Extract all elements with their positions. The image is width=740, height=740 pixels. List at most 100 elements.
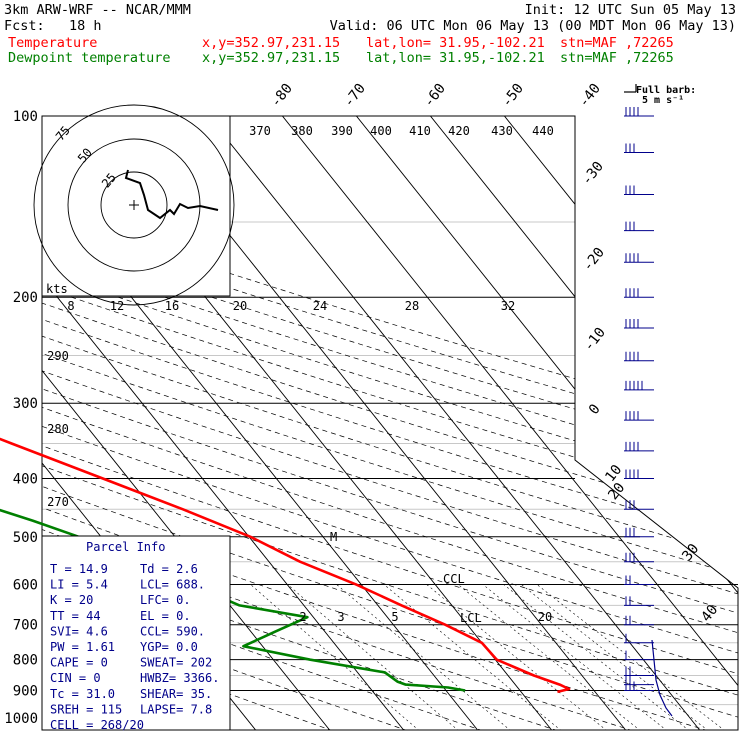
dry-adiabat bbox=[42, 116, 738, 730]
isotherm-label: -40 bbox=[576, 81, 604, 111]
mixing-ratio-label: 32 bbox=[501, 299, 515, 313]
dry-adiabat bbox=[42, 116, 738, 730]
parcel-info-right: SHEAR= 35. bbox=[140, 687, 212, 701]
mixing-ratio-line bbox=[426, 584, 608, 730]
hodograph-trace bbox=[124, 169, 219, 220]
hodograph-ring bbox=[33, 104, 235, 306]
mixing-ratio-line bbox=[287, 584, 459, 730]
pressure-label-1000: 1000 bbox=[4, 711, 38, 727]
temperature-trace bbox=[0, 437, 571, 694]
isotherm-line bbox=[42, 116, 478, 730]
dry-adiabat bbox=[42, 116, 738, 730]
dry-adiabat bbox=[42, 116, 738, 730]
isotherm-label: -60 bbox=[421, 81, 449, 111]
pressure-label-900: 900 bbox=[13, 683, 38, 699]
pressure-label-800: 800 bbox=[13, 653, 38, 669]
parcel-info-left: CAPE = 0 bbox=[50, 656, 108, 670]
isotherm-label: -20 bbox=[580, 245, 608, 275]
parcel-info-left: PW = 1.61 bbox=[50, 640, 115, 654]
mixing-ratio-line bbox=[521, 584, 709, 730]
temperature-latlon: lat,lon= 31.95,-102.21 bbox=[366, 35, 545, 51]
parcel-info-left: Tc = 31.0 bbox=[50, 687, 115, 701]
parcel-info-right: SWEAT= 202 bbox=[140, 656, 212, 670]
init-time: Init: 12 UTC Sun 05 May 13 bbox=[525, 2, 736, 18]
theta-label: 280 bbox=[47, 422, 69, 436]
mixing-ratio-label: 12 bbox=[110, 299, 124, 313]
sounding-traces: CCL LCL M bbox=[0, 437, 571, 694]
mixing-ratio-label: 28 bbox=[405, 299, 419, 313]
parcel-info-left: CELL = 268/20 bbox=[50, 718, 144, 732]
parcel-info-right: LAPSE= 7.8 bbox=[140, 702, 212, 716]
pressure-label-600: 600 bbox=[13, 577, 38, 593]
dry-adiabat bbox=[42, 116, 738, 730]
dewpoint-legend: Dewpoint temperature bbox=[8, 50, 171, 66]
mixing-ratio-label: 20 bbox=[233, 299, 247, 313]
dry-adiabat bbox=[42, 116, 738, 730]
hodograph-ring bbox=[100, 171, 168, 239]
dewpoint-station: stn=MAF ,72265 bbox=[560, 50, 674, 66]
dewpoint-latlon: lat,lon= 31.95,-102.21 bbox=[366, 50, 545, 66]
temperature-legend: Temperature bbox=[8, 35, 97, 51]
dewpoint-trace bbox=[0, 508, 466, 692]
barb-legend-icon bbox=[624, 84, 637, 93]
hodograph-units: kts bbox=[46, 282, 68, 296]
isotherm-line bbox=[237, 116, 738, 730]
parcel-info-left: LI = 5.4 bbox=[50, 578, 108, 592]
mixing-ratio-label-low: 20 bbox=[538, 610, 552, 624]
mixing-ratio-line bbox=[536, 584, 726, 730]
pressure-label-500: 500 bbox=[13, 530, 38, 546]
mixing-ratio-line bbox=[503, 584, 690, 730]
theta-e-label: 410 bbox=[409, 124, 431, 138]
parcel-info-left: SREH = 115 bbox=[50, 702, 122, 716]
mixing-ratio-line bbox=[250, 584, 420, 730]
isotherm-line bbox=[42, 116, 404, 730]
mixing-ratio-label-low: 3 bbox=[337, 610, 344, 624]
dry-adiabat bbox=[42, 116, 738, 730]
theta-label: 290 bbox=[47, 349, 69, 363]
theta-e-label: 380 bbox=[291, 124, 313, 138]
theta-e-label: 420 bbox=[448, 124, 470, 138]
isotherm-label: 0 bbox=[586, 401, 604, 417]
temperature-xy: x,y=352.97,231.15 bbox=[202, 35, 340, 51]
isotherm-line bbox=[311, 116, 738, 730]
parcel-info-title: Parcel Info bbox=[86, 540, 165, 554]
theta-label: 270 bbox=[47, 495, 69, 509]
parcel-info-right: CCL= 590. bbox=[140, 624, 205, 638]
theta-e-label: 390 bbox=[331, 124, 353, 138]
parcel-info-right: LCL= 688. bbox=[140, 578, 205, 592]
lcl-annotation: LCL bbox=[460, 611, 482, 625]
pressure-label-300: 300 bbox=[13, 396, 38, 412]
mixing-ratio-line bbox=[457, 584, 641, 730]
lfc-annotation: M bbox=[330, 530, 337, 544]
dry-adiabat bbox=[42, 116, 409, 730]
dry-adiabat bbox=[42, 116, 559, 730]
pressure-label-400: 400 bbox=[13, 471, 38, 487]
dry-adiabat bbox=[42, 116, 738, 730]
isotherm-line bbox=[42, 116, 330, 730]
isotherm-label: -70 bbox=[341, 81, 369, 111]
ccl-annotation: CCL bbox=[443, 572, 465, 586]
isotherm-line bbox=[459, 116, 738, 730]
isotherm-label: -50 bbox=[499, 81, 527, 111]
parcel-info-left: TT = 44 bbox=[50, 609, 101, 623]
parcel-info-left: CIN = 0 bbox=[50, 671, 101, 685]
barb-legend-title: Full barb: bbox=[636, 85, 696, 96]
wind-barbs bbox=[624, 107, 673, 717]
parcel-info-left: SVI= 4.6 bbox=[50, 624, 108, 638]
mixing-ratio-label-low: 5 bbox=[391, 610, 398, 624]
mixing-ratio-line bbox=[482, 584, 668, 730]
isotherm-line bbox=[385, 116, 738, 730]
model-title: 3km ARW-WRF -- NCAR/MMM bbox=[4, 2, 191, 18]
isotherm-line bbox=[163, 116, 700, 730]
parcel-info-left: K = 20 bbox=[50, 593, 93, 607]
theta-e-label: 400 bbox=[370, 124, 392, 138]
isotherm-label: -30 bbox=[579, 159, 607, 189]
mixing-ratio-label-low: 2 bbox=[299, 610, 306, 624]
wind-barb-lowlevel bbox=[651, 639, 673, 717]
temperature-station: stn=MAF ,72265 bbox=[560, 35, 674, 51]
parcel-info-right: EL = 0. bbox=[140, 609, 191, 623]
mixing-ratio-label: 24 bbox=[313, 299, 327, 313]
parcel-info-left: T = 14.9 bbox=[50, 562, 108, 576]
